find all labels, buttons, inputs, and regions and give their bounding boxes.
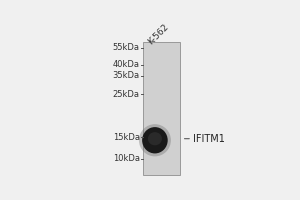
Text: 35kDa: 35kDa (113, 71, 140, 80)
Ellipse shape (142, 127, 168, 153)
Text: 25kDa: 25kDa (113, 90, 140, 99)
FancyBboxPatch shape (143, 42, 181, 175)
Text: 10kDa: 10kDa (113, 154, 140, 163)
Text: 55kDa: 55kDa (113, 43, 140, 52)
Ellipse shape (148, 132, 162, 145)
Text: 15kDa: 15kDa (113, 133, 140, 142)
Text: IFITM1: IFITM1 (193, 134, 225, 144)
Ellipse shape (139, 124, 171, 156)
Text: K-562: K-562 (147, 23, 171, 47)
Text: 40kDa: 40kDa (113, 60, 140, 69)
